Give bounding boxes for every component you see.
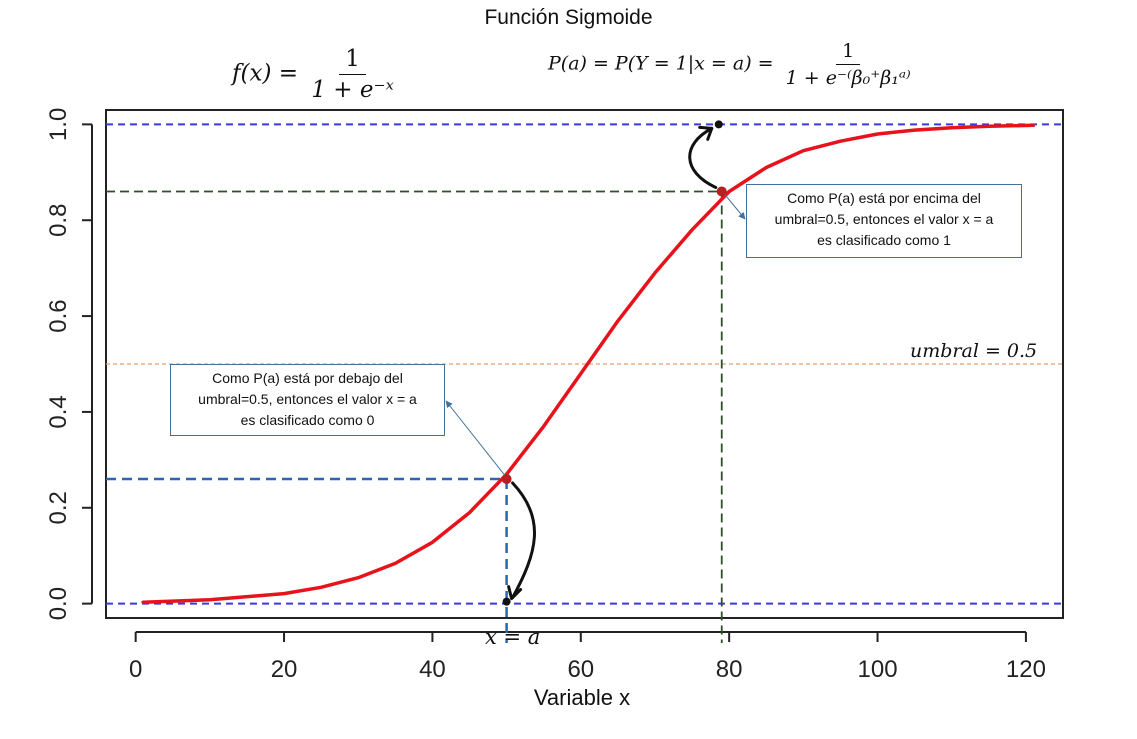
sigmoid-formula-fraction: 1 1 + e⁻ˣ xyxy=(311,46,393,103)
callout-below-line3: es clasificado como 0 xyxy=(240,412,375,428)
callout-below-line2: umbral=0.5, entonces el valor x = a xyxy=(198,391,417,407)
y-tick-label: 1.0 xyxy=(45,108,72,141)
x-axis-label: Variable x xyxy=(534,685,630,710)
arrow-to-class-1 xyxy=(688,126,718,189)
x-tick-label: 80 xyxy=(716,656,743,683)
y-tick-label: 0.0 xyxy=(45,587,72,620)
callout-above-line3: es clasificado como 1 xyxy=(817,232,951,248)
threshold-label: umbral = 0.5 xyxy=(910,340,1038,362)
callout-below-line1: Como P(a) está por debajo del xyxy=(212,370,403,386)
sigmoid-formula: f(x) = 1 1 + e⁻ˣ xyxy=(232,46,394,103)
callout-below-threshold: Como P(a) está por debajo del umbral=0.5… xyxy=(170,364,445,436)
x-equals-a-label: x = a xyxy=(485,625,540,649)
data-point xyxy=(501,474,512,485)
probability-formula: P(a) = P(Y = 1|x = a) = 1 1 + e⁻⁽β₀⁺β₁ᵃ⁾ xyxy=(548,40,911,89)
arrow-to-class-1-head xyxy=(698,125,714,141)
probability-formula-fraction: 1 1 + e⁻⁽β₀⁺β₁ᵃ⁾ xyxy=(786,40,911,89)
x-tick-label: 40 xyxy=(419,656,446,683)
callout-above-connector xyxy=(724,194,746,220)
class-1-target xyxy=(714,120,723,129)
x-tick-label: 60 xyxy=(567,656,594,683)
probability-formula-denominator: 1 + e⁻⁽β₀⁺β₁ᵃ⁾ xyxy=(785,67,911,89)
x-tick-label: 0 xyxy=(129,656,142,683)
y-tick-label: 0.6 xyxy=(45,299,72,332)
class-0-target xyxy=(502,597,511,606)
chart-title: Función Sigmoide xyxy=(484,6,653,29)
callout-above-threshold: Como P(a) está por encima del umbral=0.5… xyxy=(746,184,1022,258)
data-point xyxy=(716,186,727,197)
callout-above-line1: Como P(a) está por encima del xyxy=(787,190,981,206)
y-tick-label: 0.4 xyxy=(45,395,72,428)
probability-formula-numerator: 1 xyxy=(836,40,861,65)
y-tick-label: 0.8 xyxy=(45,204,72,237)
x-tick-label: 20 xyxy=(271,656,298,683)
sigmoid-formula-lhs: f(x) = xyxy=(232,60,299,87)
y-tick-label: 0.2 xyxy=(45,491,72,524)
arrow-to-class-0-head xyxy=(507,585,523,601)
arrow-to-class-0 xyxy=(511,481,536,600)
x-tick-label: 120 xyxy=(1006,656,1046,683)
callout-below-connector xyxy=(445,400,505,476)
callout-above-line2: umbral=0.5, entonces el valor x = a xyxy=(774,211,994,227)
x-tick-label: 100 xyxy=(858,656,898,683)
sigmoid-curve xyxy=(141,123,1036,604)
probability-formula-lhs: P(a) = P(Y = 1|x = a) = xyxy=(548,52,774,75)
sigmoid-formula-numerator: 1 xyxy=(339,46,366,75)
sigmoid-formula-denominator: 1 + e⁻ˣ xyxy=(311,77,394,103)
